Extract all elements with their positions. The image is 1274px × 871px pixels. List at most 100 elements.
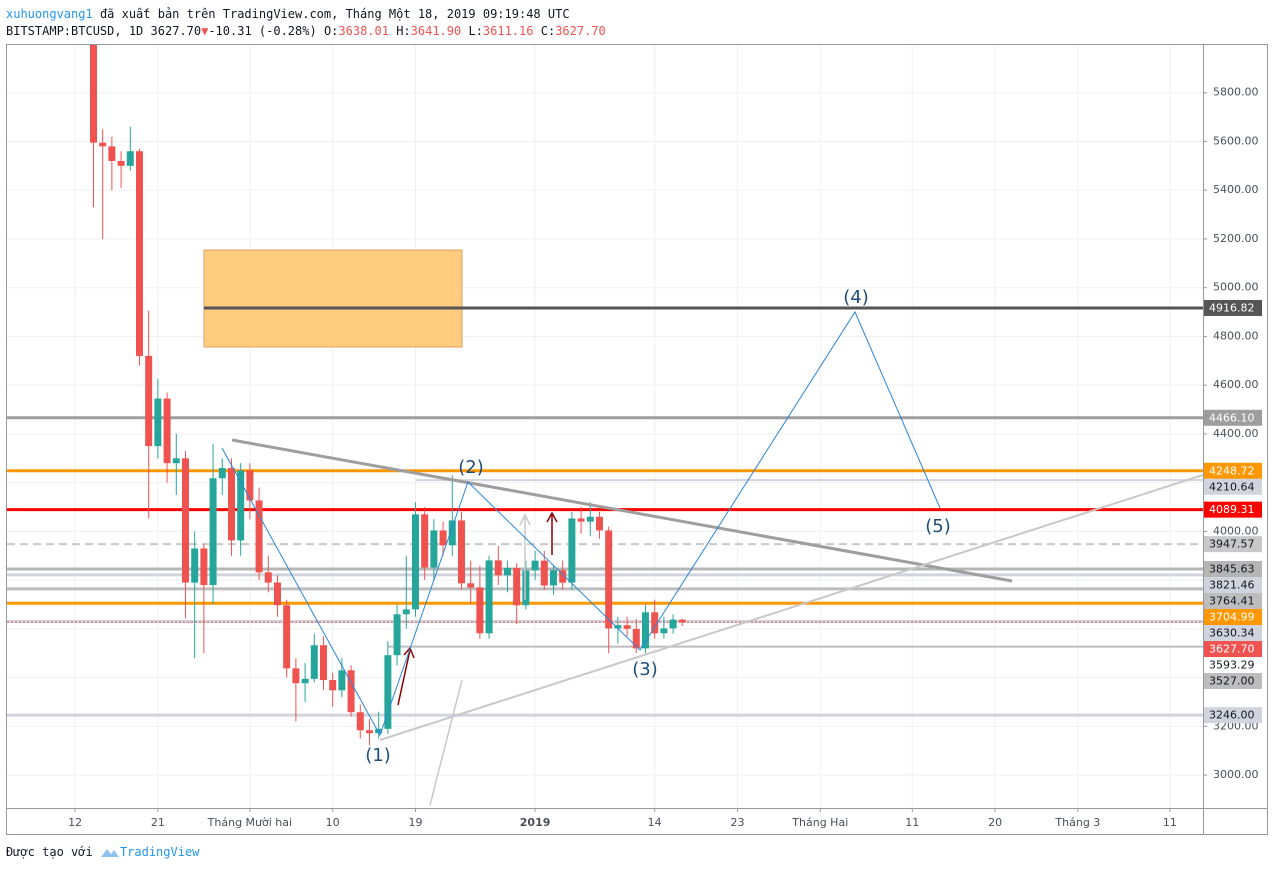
- arrow: [397, 649, 411, 706]
- candle-body: [329, 680, 337, 691]
- candle-body: [273, 582, 281, 606]
- level-label: 4248.72: [1209, 464, 1255, 477]
- x-tick-label: 10: [326, 816, 340, 829]
- author[interactable]: xuhuongvang1: [6, 7, 93, 21]
- candle-body: [494, 560, 502, 576]
- level-label: 3246.00: [1209, 709, 1255, 722]
- candle-body: [577, 518, 585, 522]
- level-label: 3764.41: [1209, 595, 1255, 608]
- published: đã xuất bản trên TradingView.com, Tháng …: [99, 7, 570, 21]
- level-tag: [1204, 299, 1262, 316]
- trendline: [231, 438, 1013, 583]
- candle-body: [126, 151, 134, 166]
- y-tick-label: 4800.00: [1213, 329, 1259, 342]
- y-tick-label: 5200.00: [1213, 232, 1259, 245]
- header-line: BITSTAMP:BTCUSD, 1D 3627.70▼-10.31 (-0.2…: [6, 23, 613, 40]
- y-tick-label: 3000.00: [1213, 768, 1259, 781]
- level-tag: [1204, 625, 1262, 642]
- wave-path: [221, 310, 941, 737]
- level-tag: [1204, 641, 1262, 658]
- level-label: 4916.82: [1209, 301, 1255, 314]
- drawings: [203, 249, 463, 348]
- ohlc-label: L:: [468, 24, 483, 38]
- candle-body: [117, 160, 125, 166]
- x-tick-label: 14: [648, 816, 662, 829]
- grid: [7, 45, 1203, 808]
- candle-body: [513, 567, 521, 606]
- candle-body: [448, 520, 456, 546]
- candle-body: [568, 518, 576, 583]
- candle-body: [439, 530, 447, 546]
- x-tick-label: 20: [988, 816, 1002, 829]
- last: 3627.70: [150, 24, 202, 38]
- candle-body: [135, 151, 143, 356]
- x-tick-label: 12: [68, 816, 82, 829]
- y-tick-label: 4400.00: [1213, 427, 1259, 440]
- candle-body: [218, 468, 226, 479]
- candle-body: [632, 628, 640, 649]
- candle-body: [457, 520, 465, 584]
- candle-body: [301, 678, 309, 684]
- candle-body: [145, 355, 153, 447]
- candle-body: [476, 587, 484, 634]
- wave-label: (3): [632, 659, 658, 680]
- candle-body: [522, 570, 530, 606]
- candle-body: [549, 570, 557, 586]
- candle-body: [430, 530, 438, 568]
- header: xuhuongvang1 đã xuất bản trên TradingVie…: [6, 6, 613, 40]
- candle-body: [605, 530, 613, 629]
- candle-body: [365, 730, 373, 734]
- candle-body: [163, 398, 171, 464]
- candle-body: [227, 468, 235, 541]
- candle-body: [540, 560, 548, 586]
- level-label: 3845.63: [1209, 563, 1255, 576]
- ohlc-label: C:: [540, 24, 556, 38]
- candle-body: [255, 500, 263, 573]
- x-tick-label: 2019: [520, 816, 551, 829]
- candle-body: [467, 583, 475, 588]
- level-label: 3527.00: [1209, 675, 1255, 688]
- candle-body: [154, 398, 162, 447]
- candle-body: [264, 572, 272, 583]
- x-tick-label: Tháng Mười hai: [207, 816, 292, 829]
- ohlc-label: O:: [323, 24, 339, 38]
- candle-body: [237, 470, 245, 541]
- level-tag: [1204, 609, 1262, 626]
- candle-body: [595, 516, 603, 531]
- y-tick-label: 5400.00: [1213, 183, 1259, 196]
- axes: 3000.003200.003400.003600.003800.004000.…: [68, 86, 1262, 829]
- candle-body: [393, 614, 401, 656]
- header-line: xuhuongvang1 đã xuất bản trên TradingVie…: [6, 6, 613, 23]
- level-label: 3704.99: [1209, 611, 1255, 624]
- wave-label: (4): [843, 287, 869, 308]
- candle-body: [669, 619, 677, 629]
- level-tag: [1204, 673, 1262, 690]
- candle-body: [108, 146, 116, 161]
- chart-frame: [6, 44, 1268, 835]
- wave-label: (5): [925, 516, 951, 537]
- candle-body: [310, 645, 318, 679]
- x-tick-label: 21: [151, 816, 165, 829]
- arrow-head: [519, 513, 531, 526]
- level-tag: [1204, 478, 1262, 495]
- x-tick-label: 11: [905, 816, 919, 829]
- level-tag: [1204, 657, 1262, 674]
- candle-body: [99, 142, 107, 147]
- candle-body: [559, 570, 567, 583]
- level-label: 4466.10: [1209, 411, 1255, 424]
- arrow-head: [546, 511, 558, 523]
- y-tick-label: 5600.00: [1213, 134, 1259, 147]
- footer-text: Được tạo với: [6, 845, 93, 859]
- brand[interactable]: TradingView: [119, 845, 200, 859]
- y-tick-label: 5000.00: [1213, 281, 1259, 294]
- candle-body: [319, 645, 327, 681]
- y-tick-label: 4600.00: [1213, 378, 1259, 391]
- candle-body: [338, 670, 346, 691]
- zone-box: [203, 249, 463, 348]
- level-tag: [1204, 561, 1262, 578]
- level-tag: [1204, 501, 1262, 518]
- candle-body: [89, 45, 97, 143]
- y-tick-label: 4000.00: [1213, 524, 1259, 537]
- level-tag: [1204, 577, 1262, 594]
